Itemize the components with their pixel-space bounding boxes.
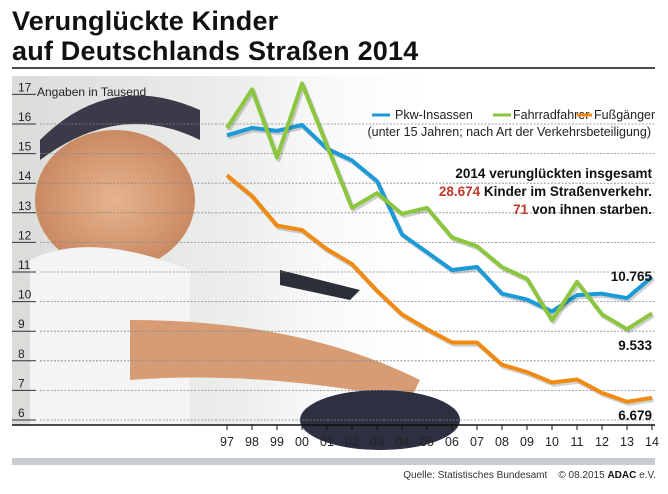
legend-fuss: Fußgänger [594,108,655,122]
y-tick-label: 12 [18,228,32,242]
legend-note: (unter 15 Jahren; nach Art der Verkehrsb… [367,125,651,139]
title-line-1: Verunglückte Kinder [12,6,279,36]
info-total: 28.674 [439,184,481,199]
y-tick-label: 16 [18,110,32,124]
x-tick-label: 08 [495,435,509,449]
y-tick-label: 17 [18,80,32,94]
source-line: Quelle: Statistisches Bundesamt © 08.201… [403,470,656,481]
x-tick-label: 00 [295,435,309,449]
publisher-logo: ADAC [607,470,637,481]
x-tick-label: 11 [571,435,584,449]
copyright: © 08.2015 [558,470,605,481]
y-tick-label: 8 [18,347,25,361]
svg-text:71 von ihnen starben.: 71 von ihnen starben. [513,202,652,217]
info-line-3: von ihnen starben. [532,202,652,217]
series-line-0 [226,122,654,314]
x-tick-label: 05 [420,435,434,449]
footer-bar [12,458,655,465]
info-deaths: 71 [513,202,529,217]
x-tick-label: 01 [320,435,334,449]
x-tick-label: 07 [470,435,484,449]
x-tick-label: 10 [545,435,559,449]
y-tick-label: 15 [18,140,32,154]
x-tick-label: 02 [345,435,359,449]
x-tick-label: 14 [645,435,659,449]
end-label-fuss: 6.679 [618,408,652,423]
x-tick-label: 04 [395,435,409,449]
y-tick-label: 13 [18,199,32,213]
y-axis-label: Angaben in Tausend [37,85,146,99]
svg-text:28.674 Kinder im Straßenverkeh: 28.674 Kinder im Straßenverkehr. [439,184,652,199]
y-tick-label: 7 [18,376,25,390]
x-tick-label: 09 [520,435,534,449]
legend-pkw: Pkw-Insassen [395,108,473,122]
legend: Pkw-Insassen Fahrradfahrer Fußgänger (un… [367,108,655,139]
y-tick-label: 6 [18,406,25,420]
end-label-fahrrad: 9.533 [618,338,652,353]
source: Quelle: Statistisches Bundesamt [403,470,548,481]
x-tick-label: 03 [370,435,384,449]
x-tick-label: 98 [245,435,259,449]
info-box: 2014 verunglückten insgesamt 28.674 Kind… [439,166,653,217]
info-line-2: Kinder im Straßenverkehr. [484,184,652,199]
series-line-1 [225,81,654,332]
x-tick-label: 99 [270,435,284,449]
legend-fahrrad: Fahrradfahrer [513,108,589,122]
y-tick-label: 14 [18,169,32,183]
y-tick-label: 9 [18,317,25,331]
info-line-1: 2014 verunglückten insgesamt [455,166,652,181]
end-label-pkw: 10.765 [611,269,653,284]
background-photo [12,76,460,450]
x-tick-label: 06 [445,435,459,449]
series-line-2 [225,173,653,404]
x-tick-label: 13 [620,435,634,449]
x-tick-label: 12 [595,435,609,449]
y-tick-label: 11 [18,258,31,272]
title-line-2: auf Deutschlands Straßen 2014 [12,36,419,66]
x-tick-label: 97 [220,435,234,449]
publisher-suffix: e.V. [639,470,656,481]
y-tick-label: 10 [18,288,32,302]
